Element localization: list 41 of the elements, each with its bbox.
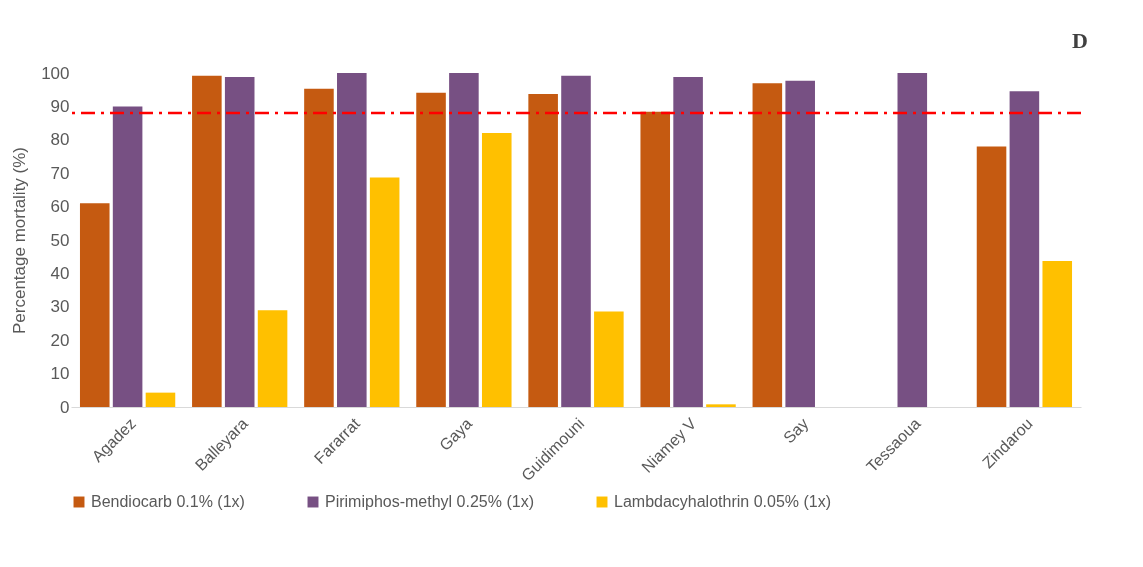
bar: [528, 94, 558, 407]
y-tick-label: 40: [50, 263, 70, 283]
bar: [673, 77, 703, 407]
bar: [1042, 261, 1073, 407]
y-tick-label: 0: [60, 397, 70, 417]
bar: [416, 92, 446, 407]
y-tick-label: 70: [50, 163, 70, 183]
y-tick-label: 20: [50, 330, 70, 350]
bar: [145, 392, 176, 407]
y-tick-label: 100: [41, 63, 70, 83]
bar: [304, 88, 334, 407]
bar: [785, 80, 815, 407]
bar: [337, 73, 367, 407]
bar: [112, 106, 143, 407]
legend-label: Bendiocarb 0.1% (1x): [91, 493, 245, 510]
bar: [752, 83, 783, 407]
y-tick-label: 60: [50, 197, 70, 217]
y-tick-label: 90: [50, 96, 70, 116]
bar: [706, 404, 736, 407]
bar: [897, 73, 928, 407]
bar: [192, 75, 222, 407]
y-tick-label: 50: [50, 230, 70, 250]
bar: [449, 73, 479, 407]
bar: [369, 177, 400, 407]
bar: [976, 146, 1007, 407]
y-tick-label: 30: [50, 297, 70, 317]
legend-label: Pirimiphos-methyl 0.25% (1x): [325, 493, 534, 510]
bar: [594, 311, 624, 407]
y-tick-label: 80: [50, 130, 70, 150]
text: D: [1072, 28, 1088, 54]
bar: [640, 111, 671, 407]
y-axis-title: Percentage mortality (%): [10, 146, 30, 335]
legend-label: Lambdacyhalothrin 0.05% (1x): [614, 493, 832, 510]
y-tick-label: 10: [50, 364, 70, 384]
bar: [224, 77, 255, 407]
bar: [1009, 91, 1040, 407]
bar: [561, 75, 591, 407]
x-tick-label: Say: [779, 414, 812, 447]
bar: [481, 133, 512, 407]
bar: [257, 310, 288, 407]
bar: [79, 203, 110, 407]
